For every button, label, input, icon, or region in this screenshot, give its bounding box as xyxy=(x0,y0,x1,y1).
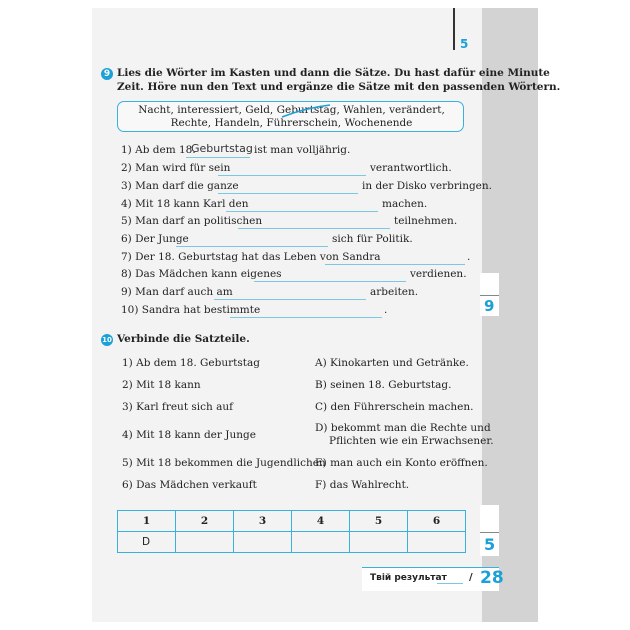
sentence-end: ist man volljährig. xyxy=(254,144,351,156)
page-divider xyxy=(453,8,455,50)
sentence-start: 5) Man darf an politischen xyxy=(121,215,263,227)
answer-cell[interactable] xyxy=(407,531,466,553)
match-left-item: 6) Das Mädchen verkauft xyxy=(122,479,257,491)
table-header: 5 xyxy=(349,510,408,532)
sentence-end: arbeiten. xyxy=(370,286,419,298)
sentence-start: 6) Der Junge xyxy=(121,233,189,245)
table-header: 3 xyxy=(233,510,292,532)
sentence-end: sich für Politik. xyxy=(332,233,413,245)
sentence-end: . xyxy=(384,304,388,316)
result-box: Твій результат / 28 xyxy=(362,567,504,591)
result-label: Твій результат xyxy=(370,573,447,583)
word-box xyxy=(117,101,464,132)
answer-blank[interactable] xyxy=(214,299,366,300)
answer-cell[interactable] xyxy=(175,531,234,553)
match-right-item: E) man auch ein Konto eröffnen. xyxy=(315,457,488,469)
sentence-end: teilnehmen. xyxy=(394,215,458,227)
answer-blank[interactable] xyxy=(226,211,378,212)
sentence-start: 3) Man darf die ganze xyxy=(121,180,239,192)
answer-cell[interactable]: D xyxy=(117,531,176,553)
answer-blank[interactable] xyxy=(186,157,250,158)
match-left-item: 1) Ab dem 18. Geburtstag xyxy=(122,357,260,369)
match-left-item: 3) Karl freut sich auf xyxy=(122,401,234,413)
answer-blank[interactable] xyxy=(238,228,390,229)
answer-cell[interactable] xyxy=(349,531,408,553)
answer-blank[interactable] xyxy=(176,246,328,247)
match-left-item: 2) Mit 18 kann xyxy=(122,379,201,391)
table-header: 4 xyxy=(291,510,350,532)
answer-blank[interactable] xyxy=(218,175,366,176)
exercise-10-badge: 10 xyxy=(101,334,113,346)
match-right-item: Pflichten wie ein Erwachsener. xyxy=(329,435,494,447)
ex10-instruction: Verbinde die Satzteile. xyxy=(117,333,250,345)
sentence-start: 9) Man darf auch am xyxy=(121,286,233,298)
sentence-end: verdienen. xyxy=(410,268,467,280)
match-left-item: 4) Mit 18 kann der Junge xyxy=(122,429,256,441)
strike-mark xyxy=(281,104,331,118)
answer-cell[interactable] xyxy=(291,531,350,553)
result-blank[interactable] xyxy=(437,583,463,584)
score-box-9: 9 xyxy=(480,273,499,316)
sentence-end: in der Disko verbringen. xyxy=(362,180,492,192)
ex9-instruction: Zeit. Höre nun den Text und ergänze die … xyxy=(117,81,561,93)
result-slash: / xyxy=(469,572,473,583)
sentence-start: 1) Ab dem 18. xyxy=(121,144,196,156)
sentence-start: 7) Der 18. Geburtstag hat das Leben von … xyxy=(121,251,381,263)
word-box-line: Nacht, interessiert, Geld, Geburtstag, W… xyxy=(138,104,445,116)
sentence-start: 2) Man wird für sein xyxy=(121,162,231,174)
sentence-end: verantwortlich. xyxy=(370,162,452,174)
score-box-10: 5 xyxy=(480,505,499,556)
sentence-end: . xyxy=(467,251,471,263)
match-left-item: 5) Mit 18 bekommen die Jugendlichen xyxy=(122,457,326,469)
result-max: 28 xyxy=(480,568,504,588)
ex9-instruction: Lies die Wörter im Kasten und dann die S… xyxy=(117,67,550,79)
answer-blank[interactable] xyxy=(254,281,406,282)
match-right-item: D) bekommt man die Rechte und xyxy=(315,422,491,434)
answer-blank[interactable] xyxy=(230,317,382,318)
word-box-line: Rechte, Handeln, Führerschein, Wochenend… xyxy=(170,117,413,129)
match-right-item: B) seinen 18. Geburtstag. xyxy=(315,379,452,391)
exercise-9-badge: 9 xyxy=(101,68,113,80)
table-header: 1 xyxy=(117,510,176,532)
table-header: 6 xyxy=(407,510,466,532)
sentence-start: 10) Sandra hat bestimmte xyxy=(121,304,261,316)
answer-blank[interactable] xyxy=(325,264,465,265)
sentence-end: machen. xyxy=(382,198,428,210)
sentence-start: 8) Das Mädchen kann eigenes xyxy=(121,268,282,280)
answer-blank[interactable] xyxy=(218,193,358,194)
page-number: 5 xyxy=(460,37,469,51)
match-right-item: A) Kinokarten und Getränke. xyxy=(315,357,469,369)
match-right-item: C) den Führerschein machen. xyxy=(315,401,474,413)
sentence-start: 4) Mit 18 kann Karl den xyxy=(121,198,249,210)
handwritten-answer: Geburtstag xyxy=(191,142,253,155)
match-right-item: F) das Wahlrecht. xyxy=(315,479,410,491)
answer-cell[interactable] xyxy=(233,531,292,553)
table-header: 2 xyxy=(175,510,234,532)
